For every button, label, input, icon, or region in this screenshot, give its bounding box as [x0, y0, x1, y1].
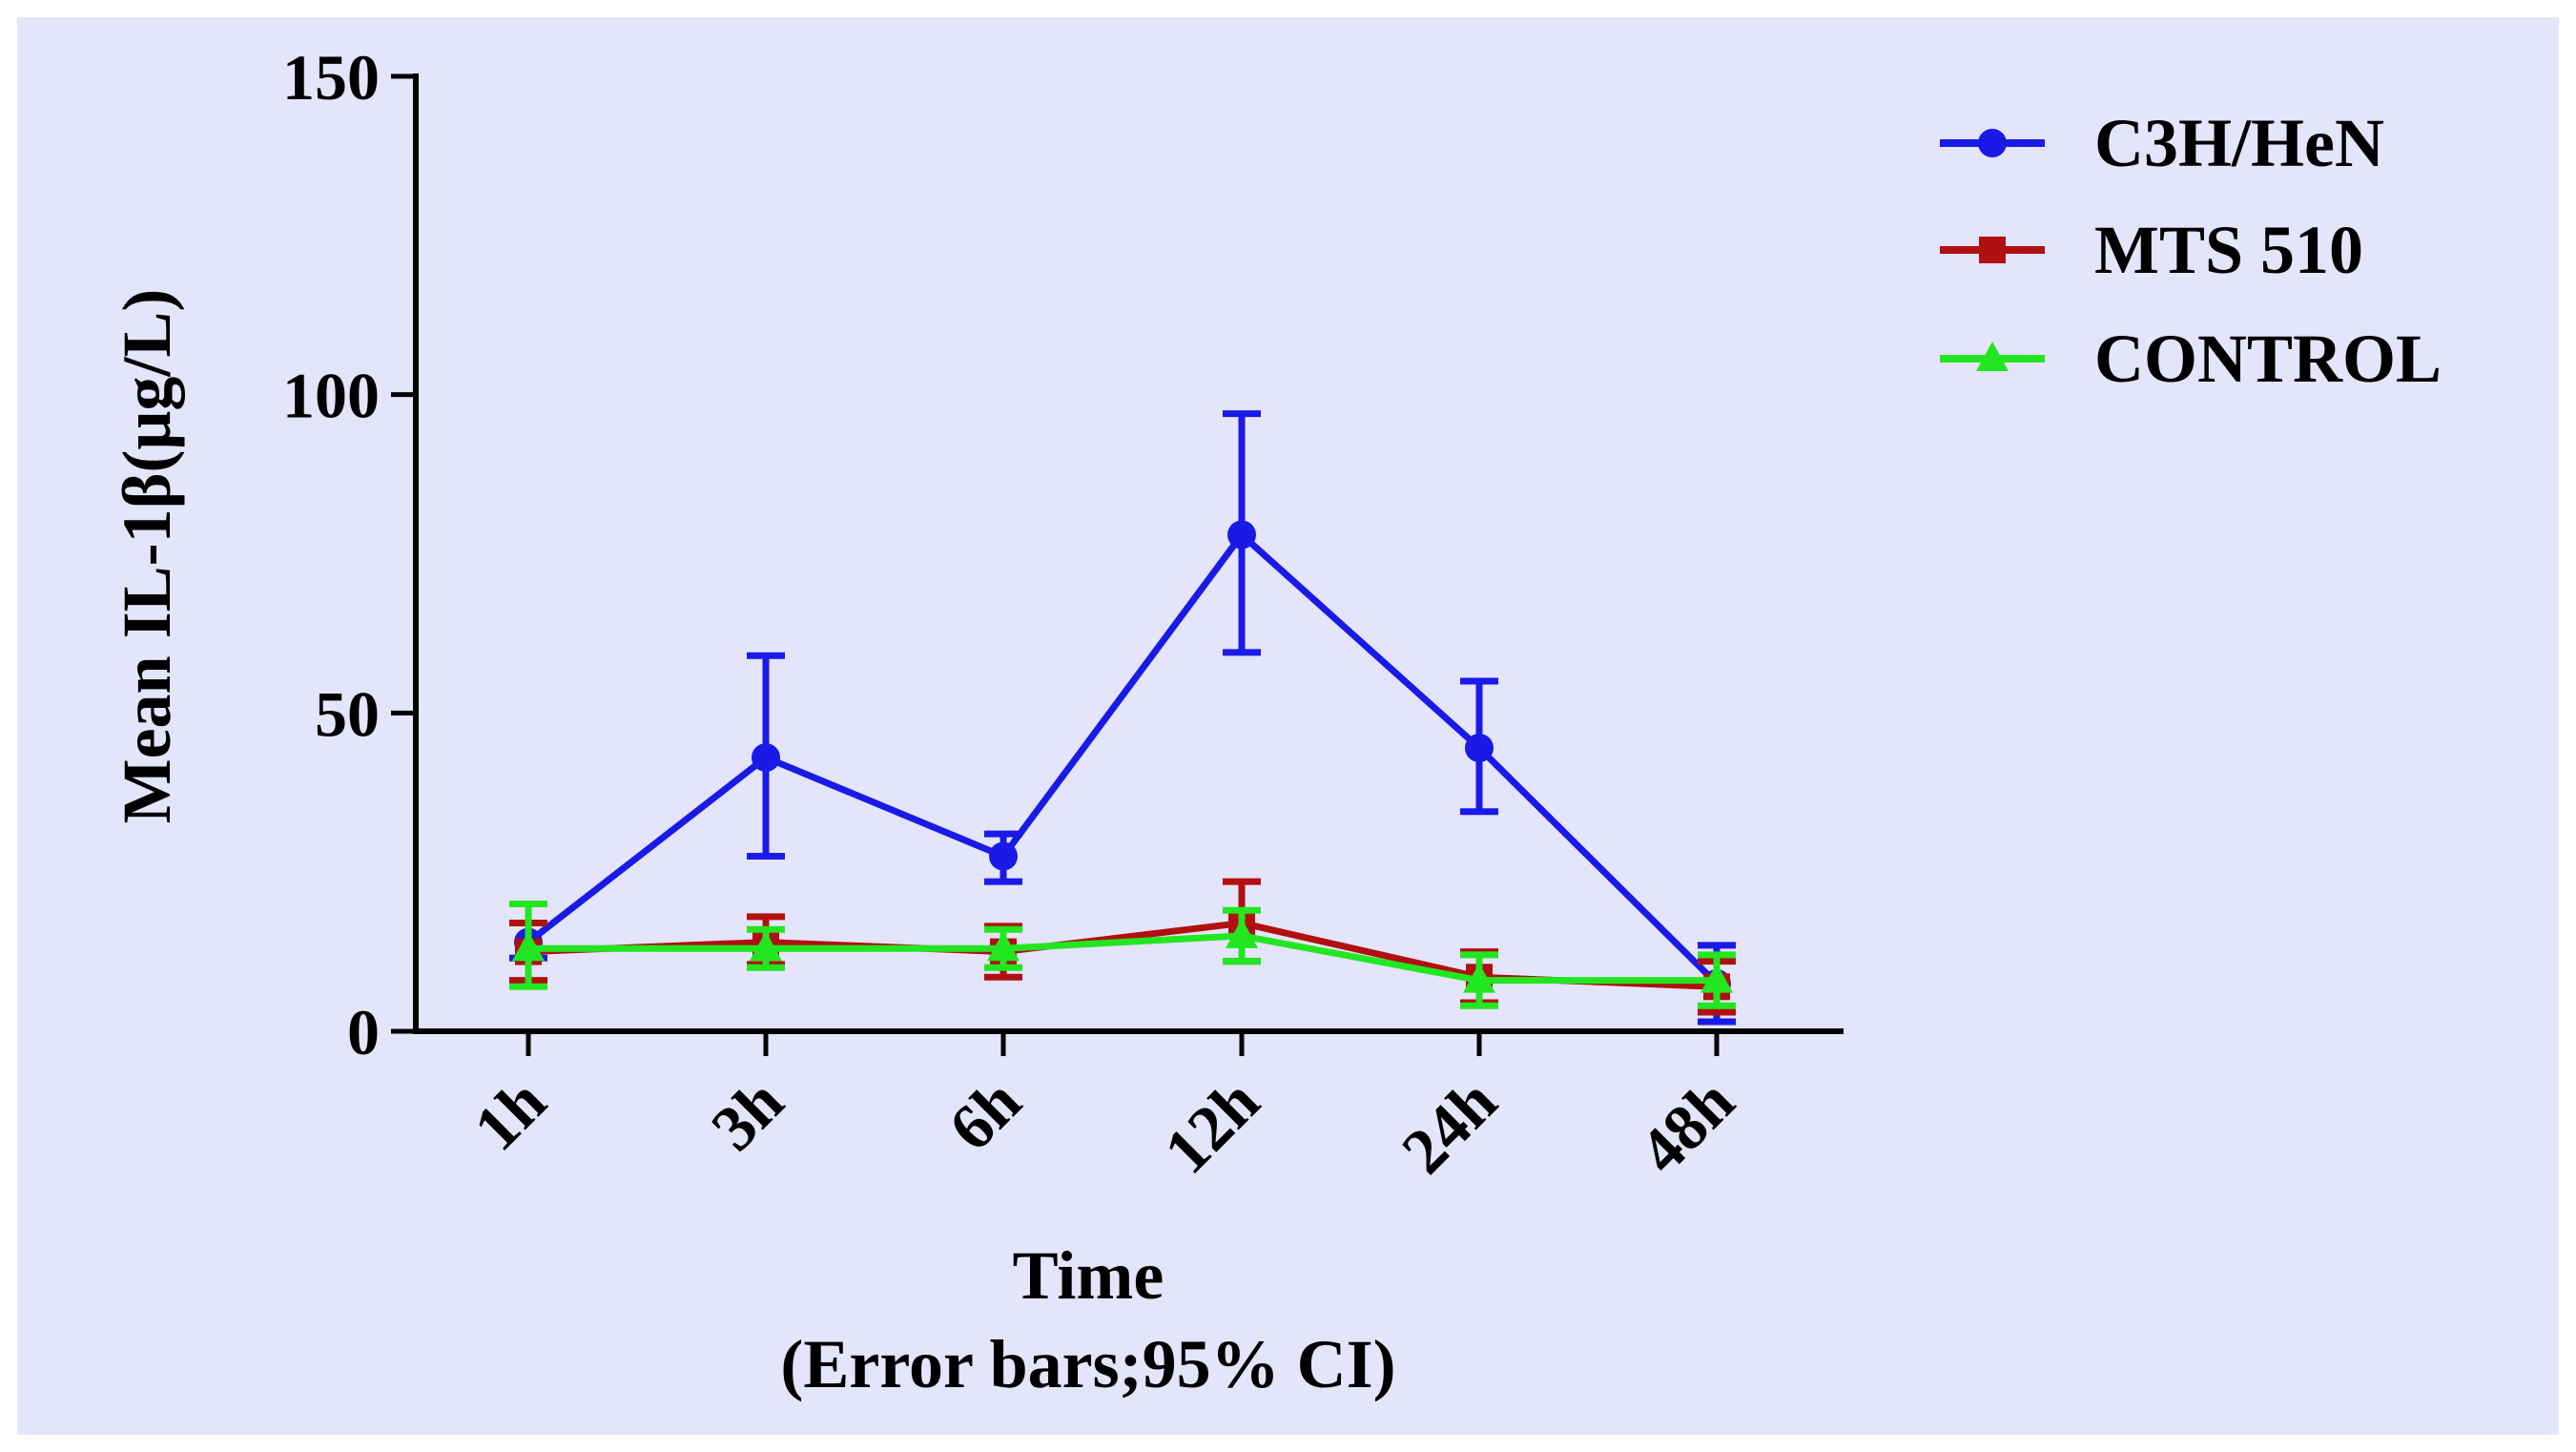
data-point: [989, 841, 1018, 871]
x-tick-label: 3h: [697, 1065, 797, 1165]
x-tick-label: 12h: [1150, 1065, 1273, 1188]
x-tick-label: 6h: [935, 1065, 1035, 1165]
x-axis-title: Time: [1013, 1237, 1164, 1314]
series-line: [528, 932, 1717, 985]
legend-label: MTS 510: [2094, 212, 2363, 288]
data-point: [750, 931, 782, 962]
y-tick-label: 0: [347, 996, 380, 1068]
data-point: [1700, 963, 1733, 993]
series-line: [526, 530, 1720, 986]
chart-panel: 0 50 100 150 1h 3h 6h 12h 24h 48h Mean IL-1β(μg/…: [17, 17, 2559, 1435]
legend-item: MTS 510: [1940, 212, 2363, 288]
data-point: [1227, 520, 1256, 550]
data-point: [752, 743, 780, 773]
legend-swatch-marker: [1978, 129, 2007, 157]
data-point: [987, 931, 1020, 962]
y-tick-label: 100: [282, 360, 380, 432]
x-tick-label: 24h: [1388, 1065, 1511, 1188]
x-tick-label: 48h: [1625, 1065, 1748, 1188]
y-ticks: 0 50 100 150: [282, 41, 416, 1068]
data-point: [1465, 734, 1494, 763]
y-tick-label: 50: [315, 677, 380, 750]
legend-label: C3H/HeN: [2094, 105, 2384, 181]
line-chart: 0 50 100 150 1h 3h 6h 12h 24h 48h Mean IL-1β(μg/…: [109, 41, 2442, 1402]
series-control: [509, 901, 1736, 1009]
legend-item: C3H/HeN: [1940, 105, 2384, 181]
data-point: [512, 931, 545, 962]
legend: C3H/HeN MTS 510 CONTROL: [1940, 105, 2442, 397]
series-layer: [509, 410, 1736, 1026]
x-axis-note: (Error bars;95% CI): [780, 1326, 1395, 1402]
legend-swatch-marker: [1979, 237, 2006, 263]
legend-label: CONTROL: [2094, 321, 2442, 397]
y-tick-label: 150: [282, 41, 380, 114]
x-tick-label: 1h: [460, 1065, 560, 1165]
data-point: [1463, 963, 1495, 993]
legend-swatch-marker: [1976, 342, 2009, 371]
series-c3h-hen: [509, 410, 1736, 1026]
y-axis-title: Mean IL-1β(μg/L): [109, 289, 185, 824]
x-ticks: 1h 3h 6h 12h 24h 48h: [460, 1031, 1748, 1187]
axes: [413, 73, 1844, 1034]
data-point: [1226, 918, 1258, 948]
legend-item: CONTROL: [1940, 321, 2442, 397]
